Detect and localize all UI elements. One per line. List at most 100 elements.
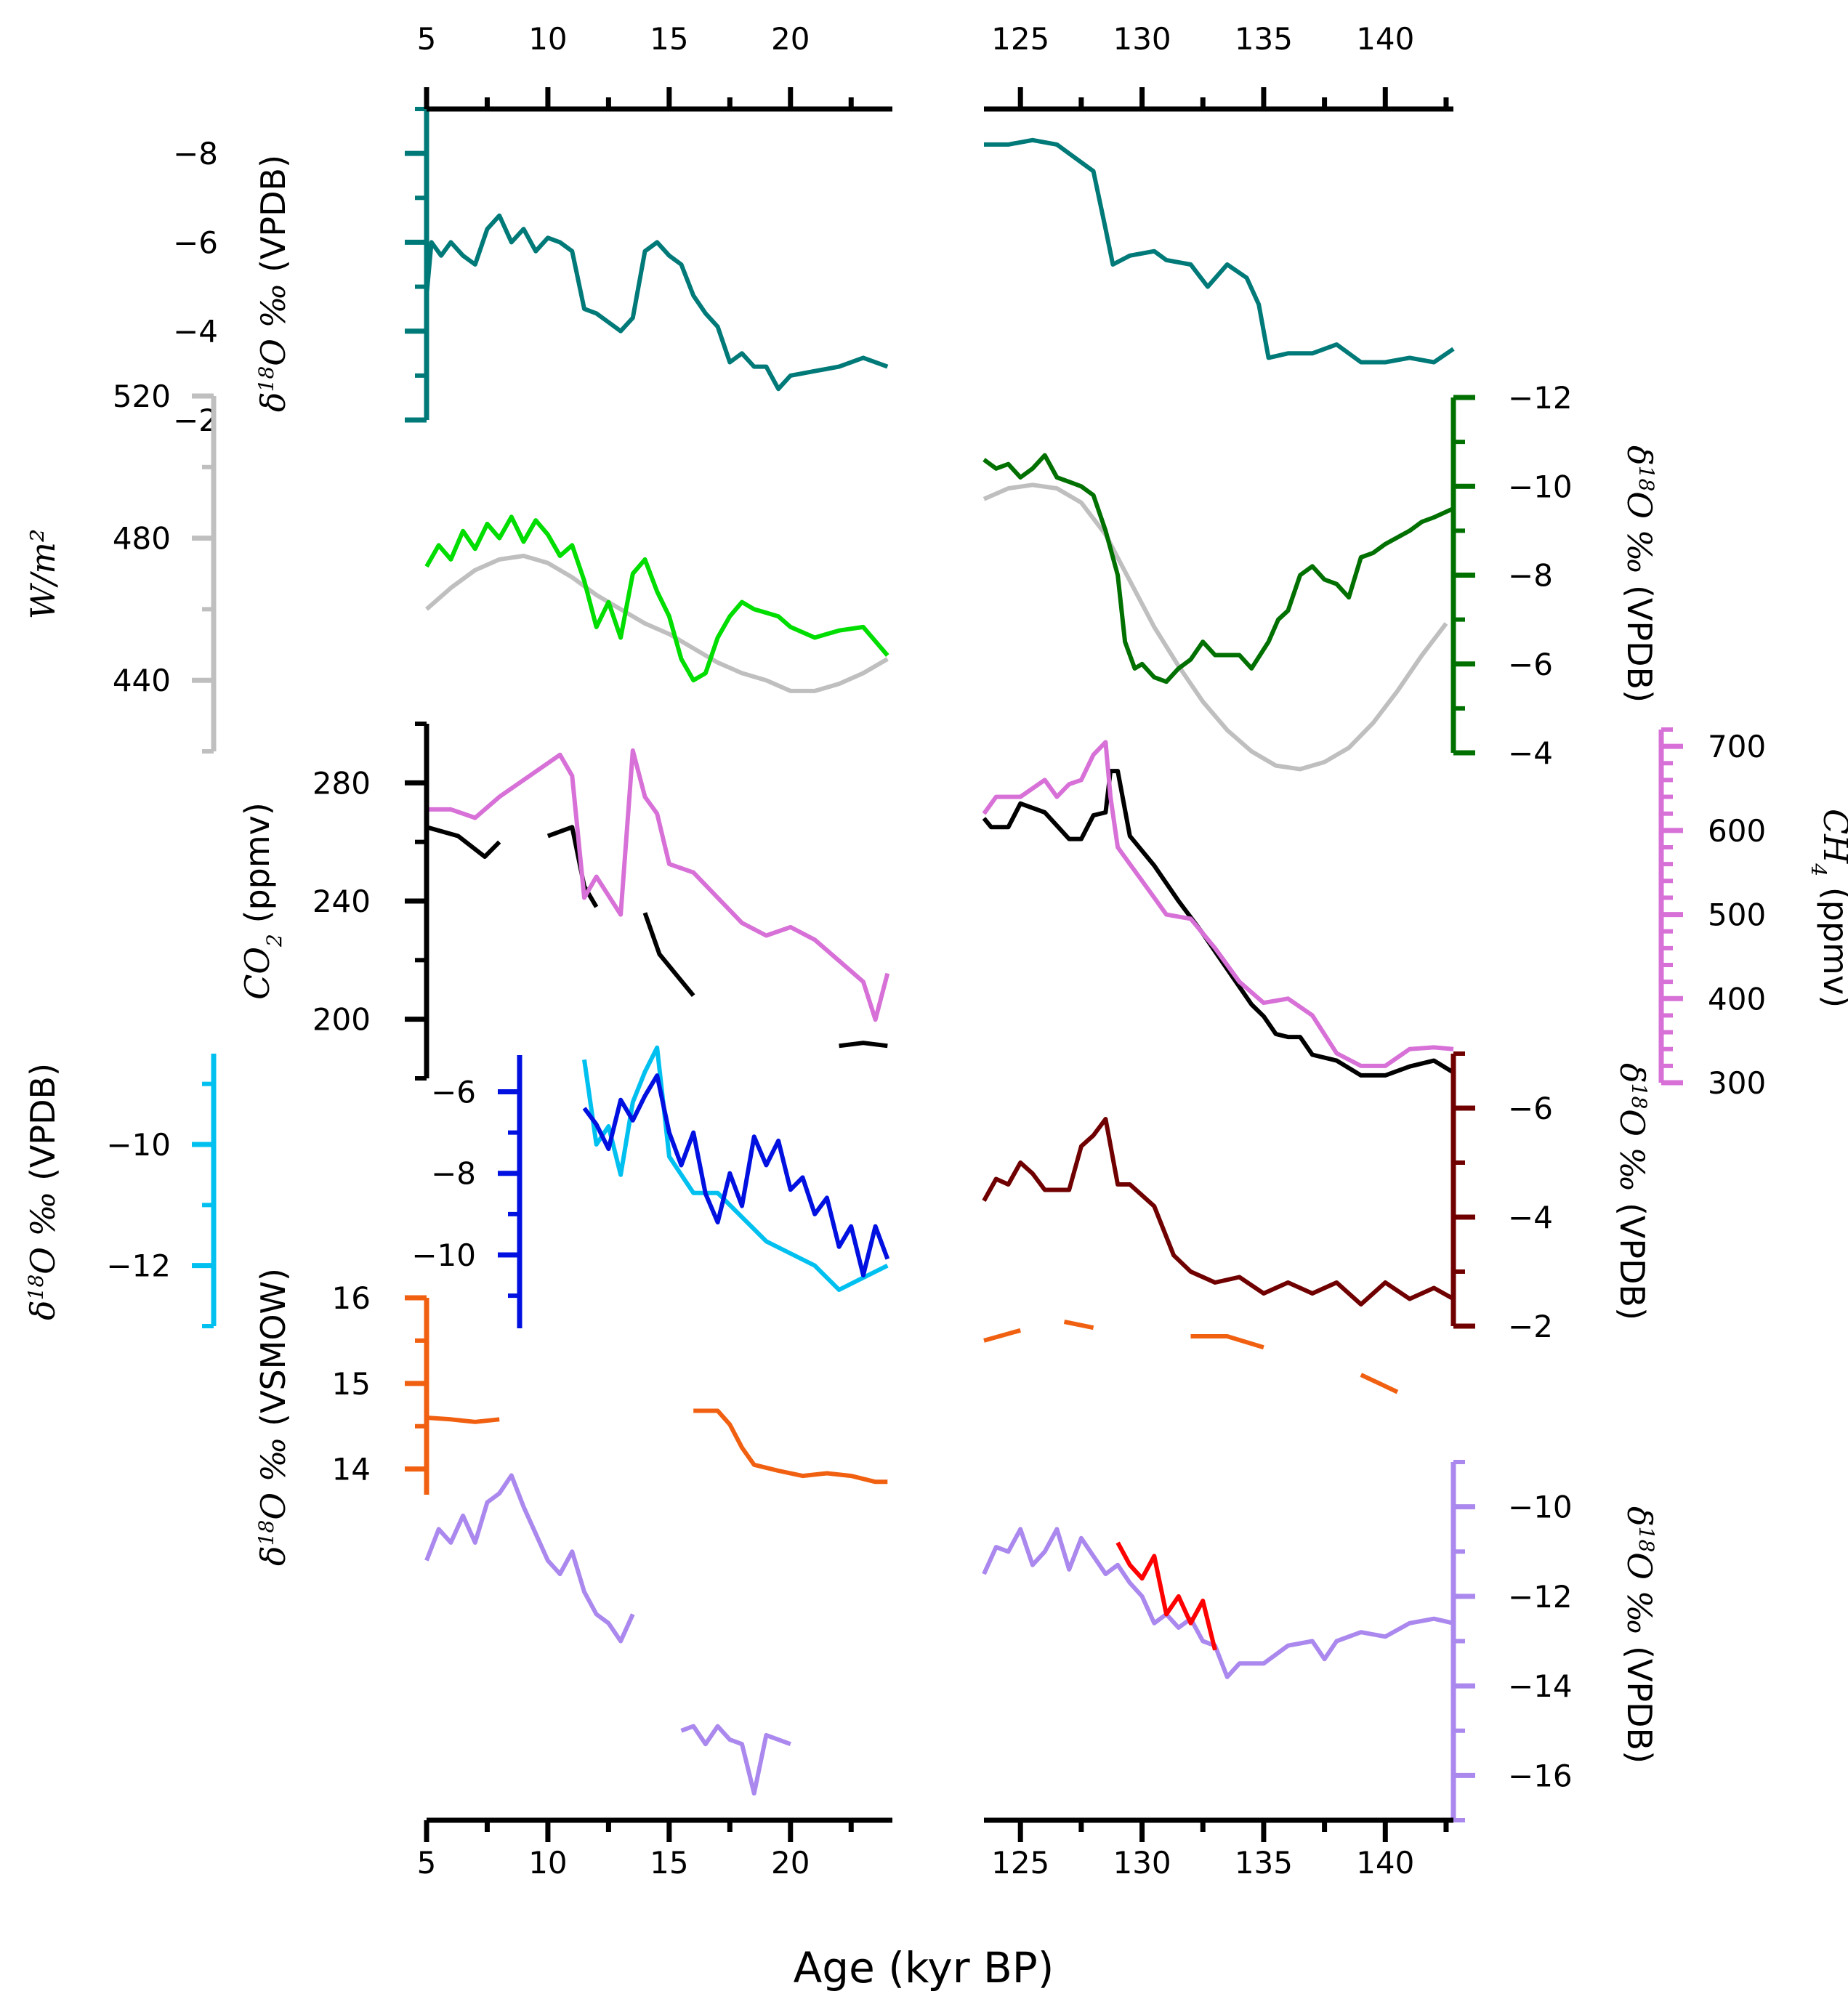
series-line-d18o_purple-left-0 — [424, 1473, 635, 1644]
y-axis-title-d18o_orange: δ18O ‰ (VSMOW) — [254, 1268, 293, 1566]
series-line-insolation-left-0 — [425, 554, 889, 693]
series-line-d18o_purple-right-0 — [1115, 1541, 1217, 1651]
y-tick-label-co2: 200 — [312, 1002, 371, 1038]
series-line-co2-left-0 — [426, 825, 501, 859]
x-tick-label: 135 — [1235, 21, 1293, 57]
y-axis-title-d18o_teal: δ18O ‰ (VPDB) — [254, 155, 293, 412]
series-line-d18o_teal-left-0 — [424, 213, 889, 392]
y-tick-label-d18o_purple: −16 — [1508, 1758, 1573, 1793]
x-tick-label: 140 — [1356, 21, 1414, 57]
y-axis-title-co2: CO2 (ppmv) — [238, 802, 286, 1000]
y-tick-label-d18o_teal: −8 — [173, 136, 218, 171]
x-axis-title: Age (kyr BP) — [794, 1943, 1054, 1992]
y-tick-label-d18o_green: −4 — [1508, 735, 1553, 771]
y-axis-insolation: 520 480 440 W/m² — [23, 379, 217, 754]
y-axis-d18o_maroon: −6 −4 −2 δ18O ‰ (VPDB) — [1450, 1051, 1652, 1344]
series-line-ch4-left-0 — [427, 748, 890, 1022]
y-tick-label-d18o_orange: 16 — [332, 1280, 371, 1316]
y-tick-label-d18o_maroon: −6 — [1508, 1091, 1553, 1126]
y-axis-title-ch4: CH4 (ppmv) — [1807, 809, 1848, 1008]
y-axis-ch4: 700 600 500 400 300 CH4 (ppmv) — [1658, 727, 1848, 1101]
series-line-co2-left-2 — [642, 912, 695, 998]
y-tick-label-d18o_maroon: −4 — [1508, 1200, 1553, 1235]
x-tick-label: 140 — [1356, 1845, 1414, 1881]
x-tick-label: 15 — [650, 21, 688, 57]
y-axis-d18o_purple: −10 −12 −14 −16 δ18O ‰ (VPDB) — [1450, 1460, 1659, 1822]
series-line-d18o_orange-right-1 — [1063, 1320, 1094, 1330]
y-tick-label-d18o_cyan: −12 — [106, 1248, 171, 1284]
series-line-d18o_cyan-left-0 — [582, 1045, 889, 1292]
y-tick-label-d18o_purple: −10 — [1508, 1490, 1573, 1525]
y-axis-d18o_orange: 16 15 14 δ18O ‰ (VSMOW) — [254, 1268, 429, 1566]
y-tick-label-d18o_green: −6 — [1508, 647, 1553, 682]
y-tick-label-d18o_green: −8 — [1508, 558, 1553, 594]
x-tick-label: 130 — [1113, 1845, 1171, 1881]
series-line-d18o_orange-right-0 — [983, 1328, 1022, 1343]
y-axis-title-insolation: W/m² — [23, 529, 62, 620]
y-tick-label-d18o_green: −10 — [1508, 469, 1573, 504]
y-tick-label-co2: 240 — [312, 884, 371, 919]
series-line-d18o_purple-left-1 — [680, 1724, 791, 1796]
y-tick-label-ch4: 600 — [1708, 813, 1766, 849]
series-line-d18o_teal-right-0 — [984, 137, 1455, 365]
x-axis-top-left: 5 10 15 20 — [417, 21, 892, 112]
series-line-d18o_maroon-right-0 — [982, 1117, 1455, 1307]
x-axis-bottom-right: 125 130 135 140 — [984, 1817, 1453, 1881]
x-tick-label: 5 — [417, 21, 437, 57]
series-line-ch4-right-0 — [982, 740, 1454, 1068]
y-tick-label-ch4: 300 — [1708, 1065, 1766, 1101]
y-axis-title-d18o_maroon: δ18O ‰ (VPDB) — [1613, 1063, 1652, 1320]
y-axis-title-d18o_cyan: δ18O ‰ (VPDB) — [23, 1063, 62, 1320]
y-tick-label-d18o_teal: −2 — [173, 403, 218, 438]
y-tick-label-d18o_teal: −4 — [173, 314, 218, 350]
y-tick-label-d18o_orange: 14 — [332, 1452, 371, 1487]
series-line-insolation-left-0 — [424, 514, 889, 683]
y-tick-label-co2: 280 — [312, 765, 371, 801]
series-line-insolation-right-0 — [982, 482, 1448, 772]
y-tick-label-d18o_blue: −6 — [431, 1075, 476, 1110]
series-line-d18o_green-right-0 — [982, 453, 1455, 684]
y-tick-label-insolation: 480 — [113, 521, 171, 557]
x-tick-label: 15 — [650, 1845, 688, 1881]
series-line-d18o_blue-left-0 — [582, 1073, 890, 1277]
series-line-co2-right-0 — [982, 769, 1455, 1078]
y-tick-label-ch4: 700 — [1708, 729, 1766, 764]
series-line-co2-left-1 — [546, 825, 599, 908]
x-tick-label: 130 — [1113, 21, 1171, 57]
series-layer — [424, 137, 1455, 1796]
y-axis-title-d18o_green: δ18O ‰ (VPDB) — [1620, 445, 1659, 703]
x-tick-label: 135 — [1235, 1845, 1293, 1881]
y-axis-d18o_cyan: −10 −12 δ18O ‰ (VPDB) — [23, 1054, 217, 1328]
y-tick-label-d18o_blue: −8 — [431, 1156, 476, 1192]
x-tick-label: 125 — [991, 1845, 1049, 1881]
y-axis-d18o_blue: −6 −8 −10 — [411, 1055, 522, 1328]
x-axis-bottom-left: 5 10 15 20 — [417, 1817, 892, 1881]
y-tick-label-d18o_cyan: −10 — [106, 1127, 171, 1163]
y-tick-label-insolation: 440 — [113, 663, 171, 698]
y-tick-label-d18o_blue: −10 — [411, 1237, 476, 1273]
y-tick-label-d18o_purple: −12 — [1508, 1579, 1573, 1615]
y-axis-co2: 280 240 200 CO2 (ppmv) — [238, 722, 429, 1081]
y-tick-label-ch4: 500 — [1708, 897, 1766, 933]
series-line-d18o_orange-right-5 — [1360, 1373, 1399, 1394]
series-line-d18o_orange-left-4 — [693, 1408, 888, 1485]
y-axis-d18o_teal: −8 −6 −4 −2 δ18O ‰ (VPDB) — [173, 107, 429, 438]
x-tick-label: 10 — [528, 21, 567, 57]
y-tick-label-ch4: 400 — [1708, 981, 1766, 1017]
x-tick-label: 125 — [991, 21, 1049, 57]
y-axis-title-d18o_purple: δ18O ‰ (VPDB) — [1620, 1506, 1659, 1764]
series-line-d18o_orange-right-3 — [1190, 1334, 1264, 1350]
x-tick-label: 20 — [771, 1845, 810, 1881]
y-tick-label-d18o_green: −12 — [1508, 380, 1573, 416]
x-axis-top-right: 125 130 135 140 — [984, 21, 1453, 112]
series-line-co2-left-5 — [839, 1041, 888, 1049]
x-tick-label: 10 — [528, 1845, 567, 1881]
y-tick-label-d18o_purple: −14 — [1508, 1668, 1573, 1704]
y-tick-label-d18o_maroon: −2 — [1508, 1309, 1553, 1344]
series-line-d18o_purple-right-0 — [982, 1527, 1454, 1679]
x-tick-label: 20 — [771, 21, 810, 57]
series-line-d18o_orange-left-0 — [426, 1416, 500, 1424]
y-tick-label-insolation: 520 — [113, 379, 171, 414]
